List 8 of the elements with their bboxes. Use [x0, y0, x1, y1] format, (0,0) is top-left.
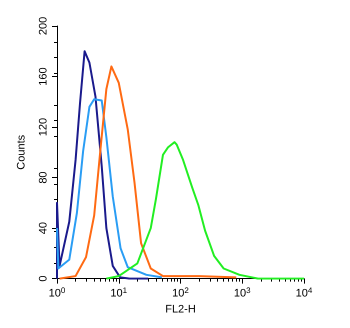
y-tick-label: 0 — [38, 276, 50, 282]
y-axis-title: Counts — [16, 134, 28, 170]
y-tick-label: 200 — [38, 16, 50, 36]
x-axis-title: FL2-H — [165, 304, 196, 316]
y-tick-label: 120 — [38, 118, 50, 136]
y-tick-label: 80 — [38, 171, 50, 184]
y-tick-label: 160 — [38, 67, 50, 86]
y-tick-label: 40 — [38, 222, 50, 234]
